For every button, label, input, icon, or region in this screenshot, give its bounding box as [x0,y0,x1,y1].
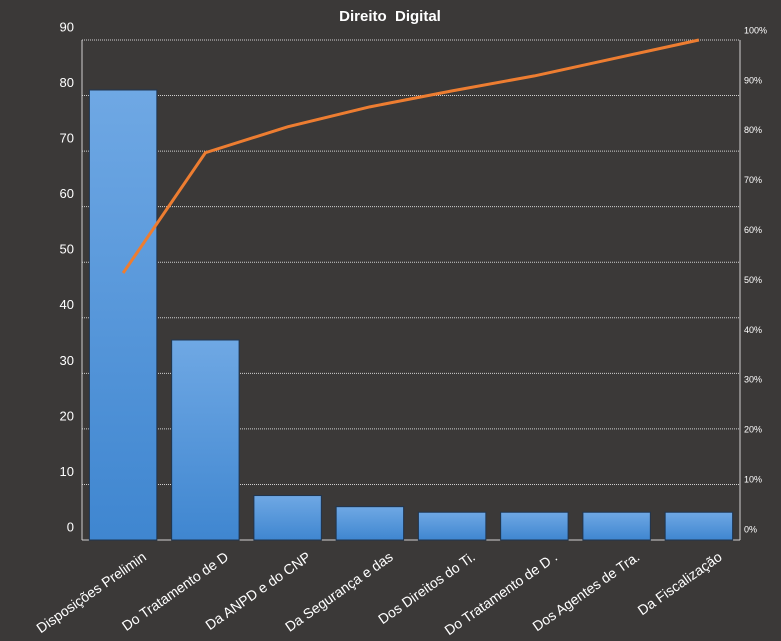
y-tick-label: 70 [60,131,74,146]
y-tick-label: 10 [60,464,74,479]
y2-tick-label: 30% [744,375,762,385]
bar [582,511,651,541]
chart-title: Direito Digital [339,8,441,25]
y-tick-label: 50 [60,242,74,257]
y2-tick-label: 20% [744,425,762,435]
y-tick-label: 40 [60,297,74,312]
y2-tick-label: 90% [744,75,762,85]
bar [335,506,405,541]
cumulative-line [121,38,700,274]
y2-tick-label: 100% [744,25,767,35]
y-tick-label: 90 [60,19,74,34]
y-tick-label: 20 [60,408,74,423]
y2-tick-label: 50% [744,275,762,285]
y2-tick-label: 40% [744,325,762,335]
y-tick-label: 60 [60,186,74,201]
bar [88,89,158,541]
y2-tick-label: 80% [744,125,762,135]
y-tick-label: 0 [67,519,74,534]
y2-tick-label: 10% [744,474,762,484]
y2-tick-label: 60% [744,225,762,235]
y2-tick-label: 0% [744,524,757,534]
bar [253,495,322,541]
bar [664,511,734,541]
y-tick-label: 80 [60,75,74,90]
y-tick-label: 30 [60,353,74,368]
bar [171,339,240,541]
y2-tick-label: 70% [744,175,762,185]
bar [500,511,569,541]
bar [417,511,487,541]
